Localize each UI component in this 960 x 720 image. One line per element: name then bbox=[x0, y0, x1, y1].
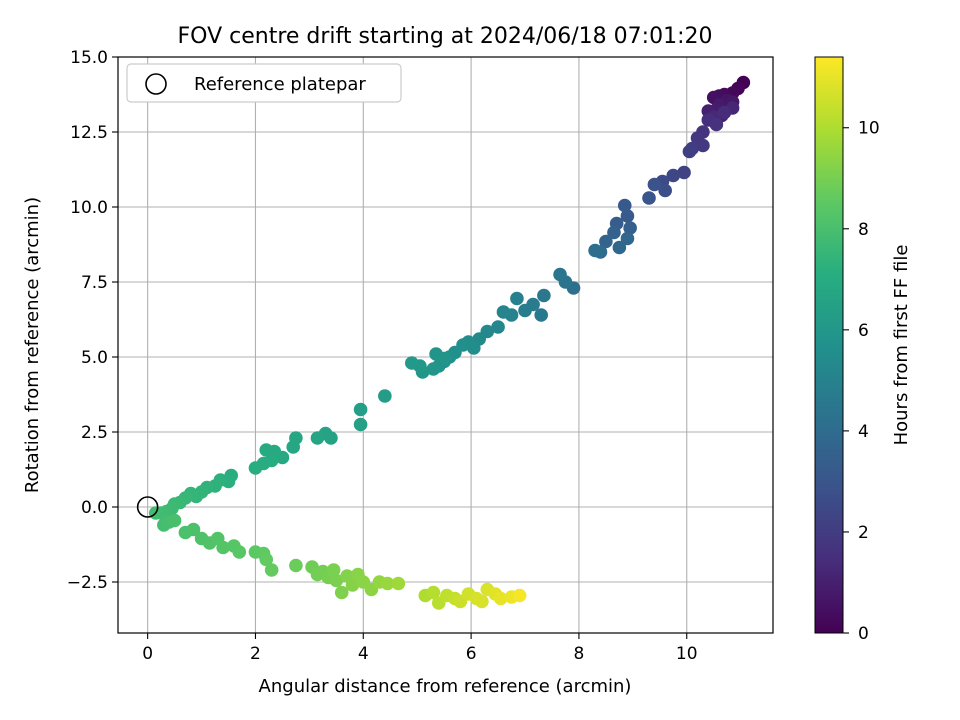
data-point bbox=[216, 540, 230, 555]
data-point bbox=[426, 362, 441, 376]
legend-box bbox=[126, 63, 402, 103]
colorbar-tick-label: 6 bbox=[858, 321, 869, 341]
data-point bbox=[607, 225, 621, 240]
colorbar-tick-label: 8 bbox=[858, 220, 869, 240]
data-points bbox=[148, 75, 751, 610]
data-point bbox=[259, 552, 274, 567]
colorbar-tick-label: 2 bbox=[858, 523, 869, 543]
data-point bbox=[588, 243, 602, 258]
data-point bbox=[717, 105, 732, 120]
data-point bbox=[326, 563, 341, 577]
data-point bbox=[380, 576, 395, 591]
data-point bbox=[378, 389, 392, 403]
data-point bbox=[345, 578, 360, 592]
data-point bbox=[289, 558, 303, 573]
data-point bbox=[329, 573, 344, 588]
colorbar-tick-label: 4 bbox=[858, 422, 869, 442]
data-point bbox=[620, 209, 635, 223]
x-tick-label: 10 bbox=[676, 644, 698, 664]
data-point bbox=[612, 240, 627, 255]
data-point bbox=[437, 351, 451, 366]
data-point bbox=[620, 231, 635, 246]
data-point bbox=[391, 576, 406, 591]
data-point bbox=[534, 308, 548, 322]
data-point bbox=[512, 588, 527, 603]
legend-entry-reference: Reference platepar bbox=[194, 74, 366, 95]
x-axis-label: Angular distance from reference (arcmin) bbox=[259, 676, 632, 697]
data-point bbox=[232, 545, 247, 559]
reference-platepar-marker bbox=[136, 496, 159, 518]
data-point bbox=[286, 440, 301, 454]
data-point bbox=[491, 320, 505, 334]
colorbar-label: Hours from first FF file bbox=[891, 245, 912, 446]
y-tick-label: 10.0 bbox=[70, 198, 108, 218]
data-point bbox=[623, 221, 637, 235]
data-point bbox=[353, 402, 368, 417]
x-tick-label: 8 bbox=[574, 644, 585, 664]
x-axis-ticks: 0 2 4 6 8 10 bbox=[142, 633, 698, 664]
data-point bbox=[353, 417, 368, 432]
data-point bbox=[475, 594, 489, 609]
data-point bbox=[496, 305, 511, 319]
data-point bbox=[682, 144, 697, 159]
data-point bbox=[642, 191, 656, 205]
data-point bbox=[310, 431, 325, 445]
colorbar-tick-label: 10 bbox=[858, 119, 880, 139]
data-point bbox=[677, 165, 691, 180]
colorbar bbox=[814, 56, 844, 634]
data-point bbox=[696, 138, 710, 153]
y-tick-label: −2.5 bbox=[67, 573, 108, 593]
data-point bbox=[537, 288, 551, 303]
data-point bbox=[709, 117, 724, 132]
legend: Reference platepar bbox=[126, 63, 402, 103]
y-axis-label: Rotation from reference (arcmin) bbox=[22, 197, 43, 493]
y-tick-label: 5.0 bbox=[81, 348, 108, 368]
data-point bbox=[666, 168, 681, 183]
chart-title: FOV centre drift starting at 2024/06/18 … bbox=[178, 24, 713, 49]
data-point bbox=[264, 563, 279, 577]
data-point bbox=[493, 591, 508, 606]
y-tick-label: 15.0 bbox=[70, 48, 108, 68]
data-point bbox=[617, 198, 632, 213]
data-point bbox=[186, 522, 201, 537]
y-tick-label: 7.5 bbox=[81, 273, 108, 293]
colorbar-ticks: 0 2 4 6 8 10 bbox=[843, 119, 880, 644]
x-tick-label: 6 bbox=[466, 644, 477, 664]
data-point bbox=[259, 443, 274, 457]
plot-area bbox=[118, 57, 773, 633]
y-tick-label: 2.5 bbox=[81, 423, 108, 443]
data-point bbox=[426, 585, 441, 600]
y-axis-ticks: −2.5 0.0 2.5 5.0 7.5 10.0 12.5 15.0 bbox=[67, 48, 118, 593]
data-point bbox=[334, 585, 349, 600]
x-tick-label: 0 bbox=[142, 644, 153, 664]
legend-marker-icon bbox=[145, 73, 167, 95]
data-point bbox=[518, 303, 532, 318]
colorbar-tick-label: 0 bbox=[858, 624, 869, 644]
data-point bbox=[553, 267, 567, 282]
x-tick-label: 4 bbox=[358, 644, 369, 664]
data-point bbox=[658, 183, 672, 198]
y-tick-label: 12.5 bbox=[70, 123, 108, 143]
data-point bbox=[405, 356, 419, 370]
y-tick-label: 0.0 bbox=[81, 498, 108, 518]
x-tick-label: 2 bbox=[250, 644, 261, 664]
plot-frame bbox=[117, 56, 774, 634]
data-point bbox=[647, 177, 662, 192]
data-point bbox=[167, 513, 182, 528]
data-point bbox=[248, 461, 263, 475]
data-point bbox=[599, 234, 613, 249]
data-point bbox=[510, 291, 524, 306]
